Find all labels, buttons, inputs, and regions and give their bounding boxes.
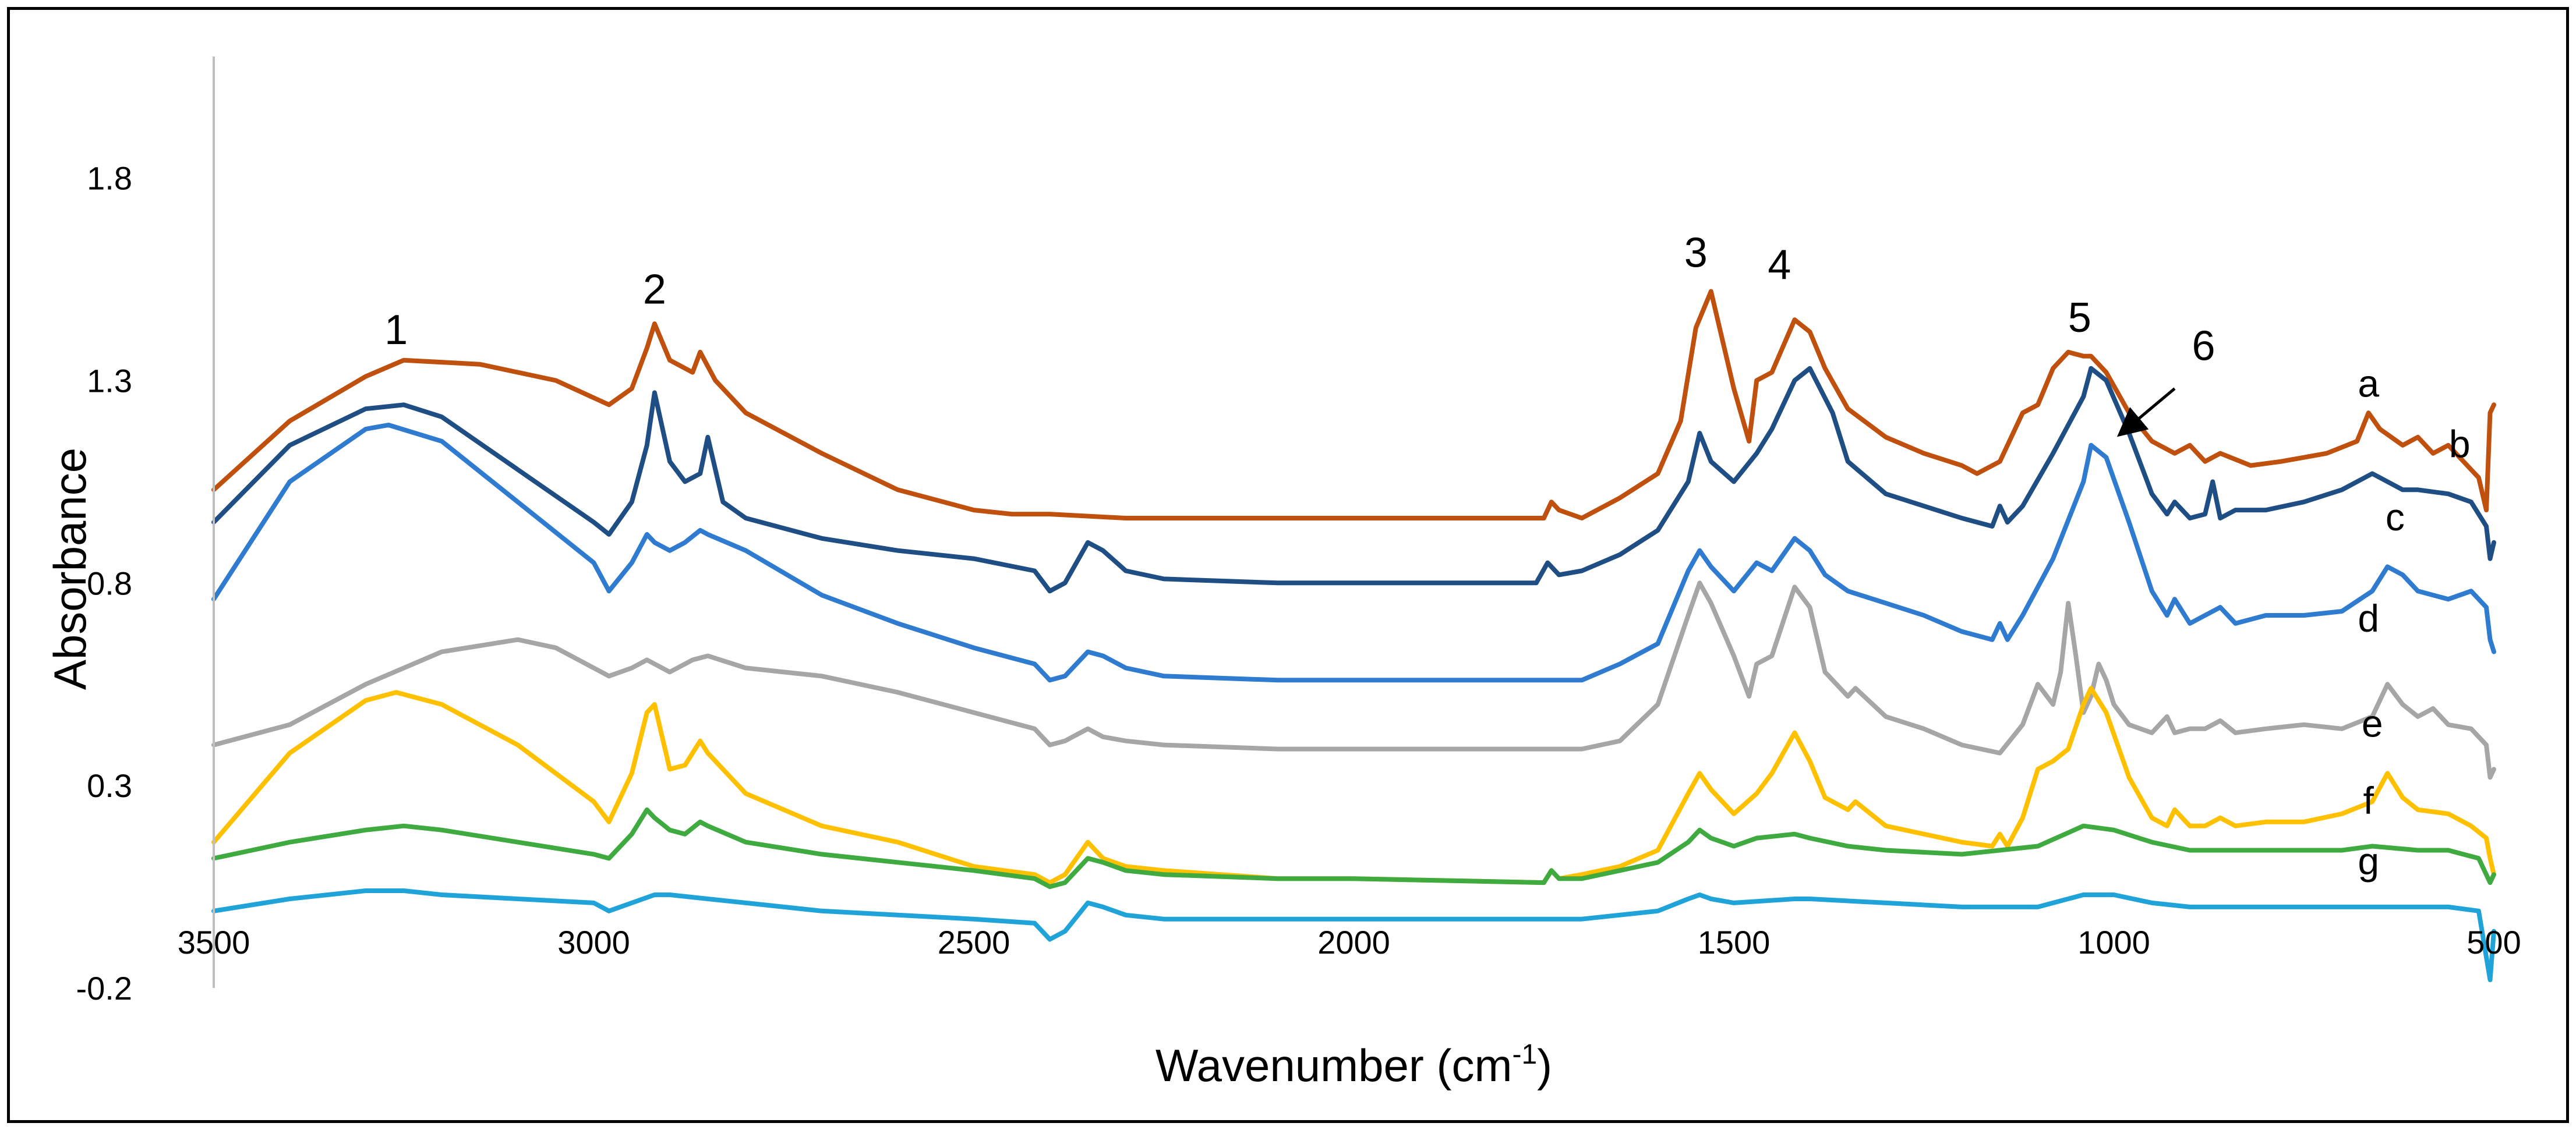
x-tick-label: 3000	[557, 924, 630, 961]
series-line-d	[211, 580, 2496, 780]
curve-label-f: f	[2363, 779, 2374, 822]
series-line-b	[211, 366, 2496, 594]
x-tick-label: 3500	[178, 924, 250, 961]
x-tick-label: 1000	[2077, 924, 2150, 961]
series-line-e	[211, 686, 2496, 885]
peak-label-1: 1	[384, 307, 408, 353]
peak-annotations: 1 2 3 4 5 6	[384, 230, 2215, 370]
y-axis-title: Absorbance	[44, 448, 96, 690]
figure-frame: 1.8 1.3 0.8 0.3 -0.2 3500 3000 2500 2000 1500 100…	[7, 7, 2569, 1123]
x-tick-label: 2000	[1317, 924, 1390, 961]
curve-label-c: c	[2386, 495, 2405, 539]
y-tick-label: 1.3	[87, 363, 132, 399]
y-tick-labels: 1.8 1.3 0.8 0.3 -0.2	[76, 160, 133, 1007]
peak-label-3: 3	[1684, 230, 1708, 277]
x-tick-label: 500	[2467, 924, 2521, 961]
peak-label-5: 5	[2068, 295, 2091, 341]
curve-label-b: b	[2449, 423, 2471, 466]
y-tick-label: 0.8	[87, 565, 132, 601]
curve-label-g: g	[2358, 839, 2379, 883]
y-tick-label: -0.2	[76, 970, 133, 1007]
curve-label-e: e	[2362, 702, 2383, 745]
x-axis-title-superscript: -1	[1512, 1039, 1537, 1070]
curve-labels: a b c d efg	[2358, 362, 2470, 883]
x-tick-label: 1500	[1698, 924, 1771, 961]
series-line-f	[211, 807, 2496, 890]
x-tick-labels: 3500 3000 2500 2000 1500 1000 500	[178, 924, 2521, 961]
series-line-c	[211, 423, 2496, 683]
x-tick-label: 2500	[938, 924, 1010, 961]
peak-label-4: 4	[1768, 242, 1791, 289]
y-tick-label: 0.3	[87, 767, 132, 804]
x-axis-title-main: Wavenumber (cm	[1156, 1040, 1513, 1091]
y-tick-label: 1.8	[87, 160, 132, 197]
ftir-chart: 1.81.30.80.3-0.2 3500 3000 2500 2000 1500 100…	[44, 56, 2521, 1091]
peak-label-6: 6	[2192, 323, 2215, 370]
peak-6-arrow	[2116, 387, 2176, 437]
peak-label-2: 2	[643, 266, 666, 313]
curve-label-a: a	[2358, 362, 2379, 405]
curve-label-d: d	[2358, 597, 2379, 640]
x-axis-title-end: )	[1537, 1040, 1552, 1091]
series-line-a	[211, 289, 2496, 520]
spectra-group	[211, 289, 2496, 983]
series-line-g	[211, 888, 2496, 983]
x-axis-title: Wavenumber (cm-1)	[1156, 1039, 1552, 1091]
